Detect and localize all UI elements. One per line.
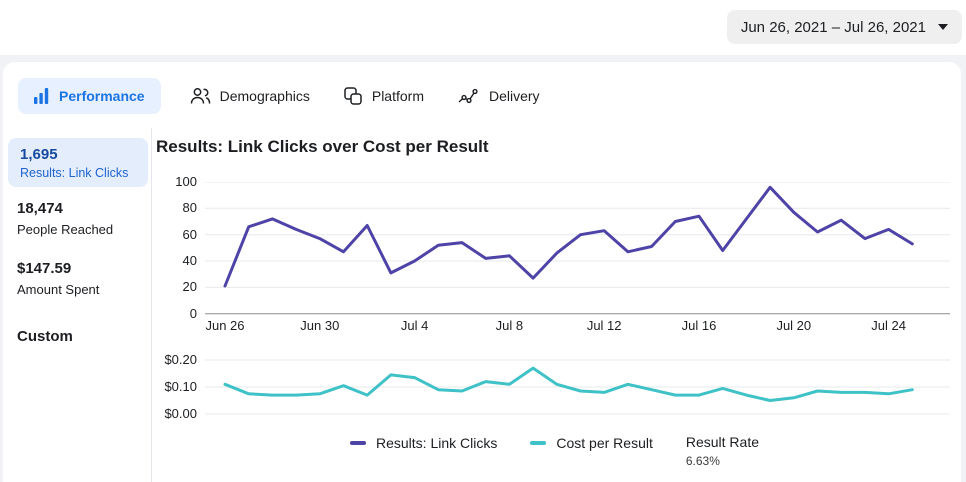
tab-platform[interactable]: Platform	[339, 87, 429, 105]
tab-performance[interactable]: Performance	[18, 78, 161, 114]
y-tick-label: $0.00	[164, 406, 197, 421]
x-tick-label: Jul 12	[586, 318, 622, 333]
tab-label: Platform	[371, 88, 424, 104]
x-tick-label: Jul 4	[400, 318, 429, 333]
legend-label: Results: Link Clicks	[376, 434, 498, 451]
y-tick-label: 40	[182, 253, 197, 269]
date-range-selector[interactable]: Jun 26, 2021 – Jul 26, 2021	[726, 10, 962, 44]
tab-delivery[interactable]: Delivery	[453, 87, 545, 105]
chart-title: Results: Link Clicks over Cost per Resul…	[156, 137, 489, 156]
topbar: Jun 26, 2021 – Jul 26, 2021	[0, 0, 966, 55]
overlapping-squares-icon	[344, 87, 362, 105]
bar-chart-icon	[34, 88, 49, 104]
tab-label: Performance	[59, 88, 145, 104]
metric-label: Amount Spent	[17, 282, 100, 297]
metric-people-reached[interactable]: 18,474 People Reached	[17, 200, 113, 237]
metric-value: Custom	[17, 328, 73, 345]
metric-label: People Reached	[17, 222, 114, 237]
tab-label: Demographics	[219, 88, 310, 104]
y-tick-label: 100	[175, 174, 197, 189]
cost-per-result-line	[223, 366, 914, 402]
purple-line-swatch	[350, 440, 366, 445]
results-line-chart	[205, 182, 950, 315]
x-tick-label: Jul 20	[776, 318, 812, 333]
legend-item-results: Results: Link Clicks	[350, 434, 497, 451]
y-tick-label: $0.10	[164, 379, 197, 394]
chart-region: Results: Link Clicks over Cost per Resul…	[152, 128, 961, 482]
x-tick-label: Jul 8	[495, 318, 524, 333]
result-rate: Result Rate 6.63%	[686, 434, 759, 468]
metric-value: 1,695	[20, 146, 58, 163]
date-range-label: Jun 26, 2021 – Jul 26, 2021	[740, 18, 926, 36]
chevron-down-icon	[938, 24, 948, 30]
x-tick-label: Jun 30	[300, 318, 340, 333]
tabs-row: Performance Demographics Platform	[18, 78, 545, 114]
metric-custom[interactable]: Custom	[17, 328, 73, 345]
report-card: Performance Demographics Platform	[3, 62, 961, 482]
metric-amount-spent[interactable]: $147.59 Amount Spent	[17, 260, 99, 297]
metric-value: $147.59	[17, 260, 72, 277]
legend-label: Cost per Result	[556, 434, 653, 451]
cost-line-chart	[205, 359, 950, 415]
metric-results-link-clicks[interactable]: 1,695 Results: Link Clicks	[8, 138, 148, 187]
y-tick-label: $0.20	[164, 352, 197, 367]
people-icon	[190, 88, 210, 104]
metric-value: 18,474	[17, 200, 63, 217]
y-tick-label: 20	[182, 279, 197, 295]
legend-item-cost: Cost per Result	[530, 434, 653, 451]
metric-label: Results: Link Clicks	[20, 166, 129, 180]
trend-dots-icon	[458, 88, 478, 104]
y-tick-label: 0	[189, 305, 197, 321]
teal-line-swatch	[530, 440, 547, 445]
chart-legend: Results: Link Clicks Cost per Result Res…	[350, 434, 759, 468]
x-tick-label: Jul 16	[681, 318, 717, 333]
tab-demographics[interactable]: Demographics	[185, 87, 315, 105]
results-link-clicks-line	[223, 185, 914, 288]
y-tick-label: 60	[182, 226, 197, 242]
tab-label: Delivery	[488, 88, 540, 104]
result-rate-value: 6.63%	[685, 454, 720, 468]
x-tick-label: Jun 26	[205, 318, 245, 333]
metrics-sidebar: 1,695 Results: Link Clicks 18,474 People…	[3, 128, 152, 482]
x-tick-label: Jul 24	[871, 318, 906, 333]
y-tick-label: 80	[182, 200, 197, 216]
result-rate-label: Result Rate	[685, 434, 760, 450]
